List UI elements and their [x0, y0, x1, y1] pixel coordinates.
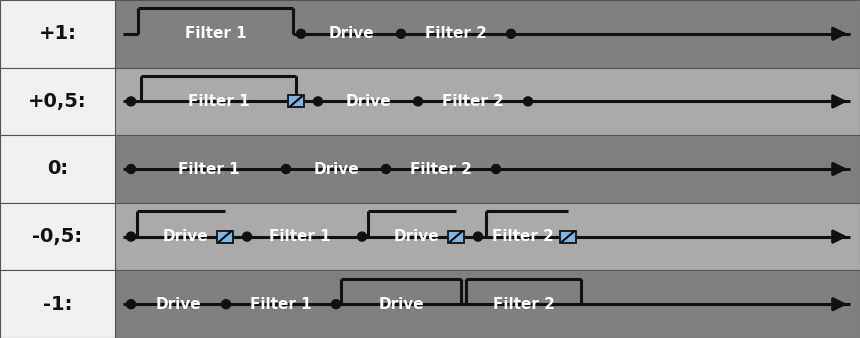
Circle shape: [414, 97, 422, 106]
Bar: [115, 203, 860, 270]
Circle shape: [126, 300, 136, 309]
Text: Filter 1: Filter 1: [178, 162, 239, 176]
Circle shape: [382, 165, 390, 173]
Text: Filter 2: Filter 2: [492, 229, 554, 244]
Bar: [0, 270, 115, 338]
Text: Filter 1: Filter 1: [268, 229, 330, 244]
Text: Filter 1: Filter 1: [185, 26, 246, 41]
Circle shape: [524, 97, 532, 106]
Circle shape: [474, 232, 482, 241]
Text: Drive: Drive: [156, 297, 201, 312]
Circle shape: [126, 232, 136, 241]
Text: +1:: +1:: [39, 24, 77, 43]
Text: Filter 2: Filter 2: [493, 297, 555, 312]
Text: Drive: Drive: [313, 162, 359, 176]
Text: +0,5:: +0,5:: [28, 92, 87, 111]
Circle shape: [281, 165, 291, 173]
Bar: [115, 270, 860, 338]
Circle shape: [126, 165, 136, 173]
Text: Drive: Drive: [393, 229, 439, 244]
Text: -1:: -1:: [43, 295, 72, 314]
Text: Drive: Drive: [329, 26, 374, 41]
Bar: [115, 68, 860, 135]
Circle shape: [297, 29, 305, 38]
Bar: [0, 203, 115, 270]
Text: Drive: Drive: [163, 229, 208, 244]
Circle shape: [358, 232, 366, 241]
Bar: [0, 135, 115, 203]
Bar: [448, 231, 464, 243]
Text: Filter 2: Filter 2: [425, 26, 487, 41]
Circle shape: [222, 300, 230, 309]
Text: Filter 1: Filter 1: [250, 297, 312, 312]
Circle shape: [507, 29, 515, 38]
Text: Filter 1: Filter 1: [187, 94, 249, 109]
Bar: [217, 231, 233, 243]
Bar: [115, 0, 860, 68]
Bar: [0, 68, 115, 135]
Bar: [0, 0, 115, 68]
Circle shape: [331, 300, 341, 309]
Bar: [288, 95, 304, 107]
Circle shape: [396, 29, 406, 38]
Circle shape: [492, 165, 501, 173]
Text: 0:: 0:: [47, 160, 68, 178]
Text: -0,5:: -0,5:: [33, 227, 83, 246]
Text: Drive: Drive: [378, 297, 424, 312]
Circle shape: [243, 232, 251, 241]
Bar: [560, 231, 576, 243]
Circle shape: [126, 97, 136, 106]
Circle shape: [314, 97, 322, 106]
Text: Filter 2: Filter 2: [410, 162, 472, 176]
Text: Drive: Drive: [345, 94, 390, 109]
Text: Filter 2: Filter 2: [442, 94, 504, 109]
Bar: [115, 135, 860, 203]
